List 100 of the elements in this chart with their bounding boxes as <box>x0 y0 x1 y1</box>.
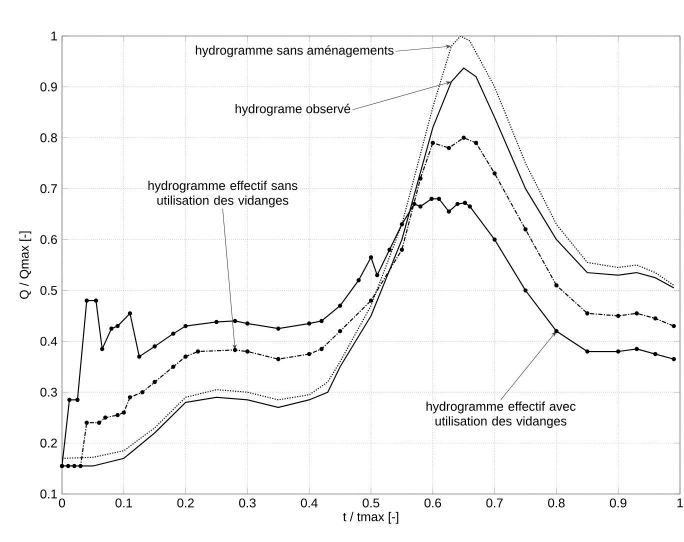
annotation: hydrogramme sans aménagements <box>196 45 394 58</box>
point <box>375 273 380 278</box>
point <box>634 311 639 316</box>
point <box>307 321 312 326</box>
point <box>84 298 89 303</box>
point <box>400 222 404 226</box>
point <box>84 420 89 425</box>
point <box>183 354 188 359</box>
point <box>152 380 157 384</box>
point <box>368 255 374 260</box>
point <box>446 209 451 214</box>
point <box>387 248 392 252</box>
y-tick-label: 0.2 <box>40 438 57 448</box>
point <box>66 464 70 468</box>
point <box>122 410 126 415</box>
point <box>338 304 342 308</box>
point <box>653 352 658 356</box>
point <box>523 288 528 293</box>
point <box>100 346 104 352</box>
point <box>276 357 280 362</box>
point <box>418 204 423 209</box>
point <box>232 318 238 324</box>
point <box>653 316 658 321</box>
x-tick-label: 0.6 <box>424 498 442 508</box>
x-tick-label: 0.3 <box>239 498 256 508</box>
point <box>554 283 559 288</box>
y-tick-label: 0.4 <box>40 336 58 346</box>
point <box>196 349 200 354</box>
point <box>232 348 238 352</box>
point <box>436 196 442 201</box>
y-tick-label: 0.1 <box>40 490 57 498</box>
point <box>103 416 108 420</box>
point <box>523 227 528 232</box>
point <box>429 196 434 201</box>
point <box>75 398 80 402</box>
point <box>412 202 416 206</box>
point <box>171 332 176 336</box>
x-tick-label: 1 <box>677 498 683 508</box>
point <box>72 464 76 468</box>
point <box>462 136 466 140</box>
point <box>430 140 435 145</box>
point <box>338 329 342 334</box>
point <box>276 326 280 331</box>
x-tick-label: 0.5 <box>362 498 380 508</box>
point <box>418 176 423 181</box>
point <box>319 346 324 352</box>
point <box>356 278 361 282</box>
annotation: hydrogramme effectif avec utilisation des vidanges <box>426 402 576 428</box>
point <box>462 200 468 206</box>
point <box>554 329 559 334</box>
point <box>585 349 590 354</box>
point <box>152 344 157 349</box>
point <box>96 420 102 425</box>
y-tick-label: 0.3 <box>40 388 57 397</box>
point <box>319 318 324 324</box>
x-tick-label: 0.1 <box>116 498 132 508</box>
x-tick-label: 0.7 <box>486 498 503 508</box>
point <box>128 311 132 316</box>
point <box>455 202 460 206</box>
point <box>672 324 676 328</box>
x-axis-title: t / tmax [-] <box>343 512 398 524</box>
point <box>400 248 404 252</box>
point <box>128 395 132 400</box>
y-tick-label: 0.7 <box>40 184 57 194</box>
point <box>616 314 620 318</box>
x-tick-label: 0.8 <box>548 498 565 508</box>
point <box>245 321 250 326</box>
point <box>214 320 219 324</box>
x-tick-label: 0.2 <box>177 498 194 508</box>
y-tick-label: 0.9 <box>40 82 57 92</box>
x-tick-label: 0.4 <box>300 498 318 508</box>
point <box>368 298 374 303</box>
point <box>468 204 472 209</box>
point <box>245 349 250 354</box>
point <box>634 346 639 352</box>
point <box>78 464 83 468</box>
point <box>446 146 451 150</box>
point <box>616 349 620 354</box>
y-axis-title: Q / Qmax [-] <box>19 231 32 299</box>
point <box>116 324 120 328</box>
y-tick-label: 1 <box>51 32 57 40</box>
point <box>585 311 590 316</box>
point <box>67 398 72 402</box>
y-tick-label: 0.5 <box>40 286 57 295</box>
point <box>94 298 98 303</box>
annotation: hydrogramme effectif sans utilisation des vidanges <box>148 180 298 208</box>
x-tick-label: 0.9 <box>610 498 626 508</box>
point <box>492 171 497 176</box>
point <box>183 324 188 328</box>
point <box>109 326 114 331</box>
point <box>307 352 312 356</box>
point <box>492 237 497 242</box>
point <box>171 364 176 369</box>
y-tick-label: 0.6 <box>40 235 57 244</box>
point <box>116 413 120 418</box>
x-tick-label: 0 <box>58 498 66 508</box>
point <box>140 390 144 394</box>
annotation: hydrograme observé <box>236 104 350 116</box>
point <box>474 140 478 145</box>
point <box>137 354 142 359</box>
